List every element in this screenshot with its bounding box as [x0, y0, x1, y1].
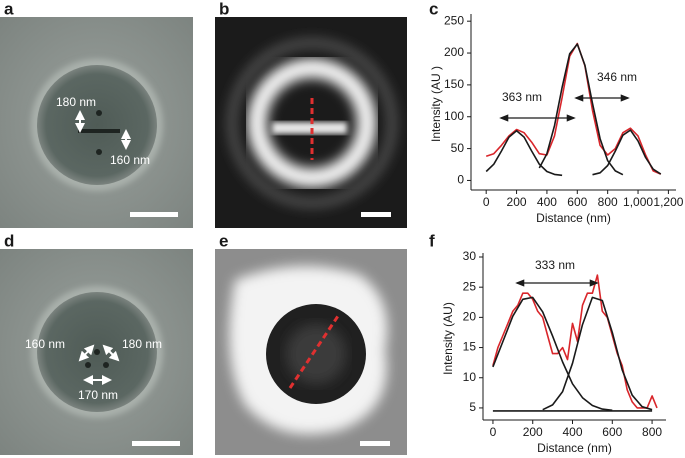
y-tick-label: 15 [463, 340, 477, 354]
annotation: 363 nm [502, 90, 542, 104]
annotation: 346 nm [597, 70, 637, 84]
x-axis-label: Distance (nm) [536, 211, 611, 225]
y-tick-label: 100 [444, 109, 464, 123]
y-tick-label: 30 [463, 249, 477, 263]
y-tick-label: 0 [457, 173, 464, 187]
x-axis-label: Distance (nm) [537, 441, 612, 455]
panel-label: a [4, 0, 14, 18]
y-tick-label: 200 [444, 45, 464, 59]
y-tick-label: 50 [451, 141, 465, 155]
x-tick-label: 800 [642, 425, 662, 439]
x-tick-label: 1,000 [623, 195, 653, 209]
panel-label: d [4, 231, 14, 250]
panel-label: c [429, 0, 438, 18]
x-tick-label: 0 [483, 195, 490, 209]
panel-label: f [429, 231, 435, 250]
y-tick-label: 5 [469, 400, 476, 414]
series-line [492, 296, 613, 412]
x-tick-label: 400 [537, 195, 557, 209]
annotation: 160 nm [25, 337, 65, 351]
image-e [215, 249, 407, 455]
x-tick-label: 200 [507, 195, 527, 209]
y-axis-label: Intensity (AU) [441, 302, 455, 375]
y-axis-label: Intensity (AU ) [429, 66, 443, 142]
annotation: 333 nm [535, 258, 575, 272]
image-b [215, 17, 407, 228]
x-tick-label: 600 [567, 195, 587, 209]
annotation: 170 nm [78, 388, 118, 402]
image-d [0, 249, 193, 455]
annotation: 180 nm [122, 337, 162, 351]
x-tick-label: 800 [598, 195, 618, 209]
x-tick-label: 0 [490, 425, 497, 439]
series-line [492, 274, 658, 409]
y-tick-label: 25 [463, 279, 477, 293]
y-tick-label: 10 [463, 370, 477, 384]
y-tick-label: 20 [463, 310, 477, 324]
series-line [538, 43, 624, 176]
panel-label: e [219, 231, 228, 250]
series-line [592, 129, 662, 176]
y-tick-label: 250 [444, 13, 464, 27]
series-line [485, 130, 563, 177]
annotation: 160 nm [110, 153, 150, 167]
y-tick-label: 150 [444, 77, 464, 91]
series-line [485, 42, 662, 175]
x-tick-label: 400 [562, 425, 582, 439]
x-tick-label: 1,200 [653, 195, 683, 209]
series-line [542, 296, 653, 411]
panel-label: b [219, 0, 229, 18]
annotation: 180 nm [56, 95, 96, 109]
image-a [0, 17, 193, 228]
x-tick-label: 200 [523, 425, 543, 439]
x-tick-label: 600 [602, 425, 622, 439]
